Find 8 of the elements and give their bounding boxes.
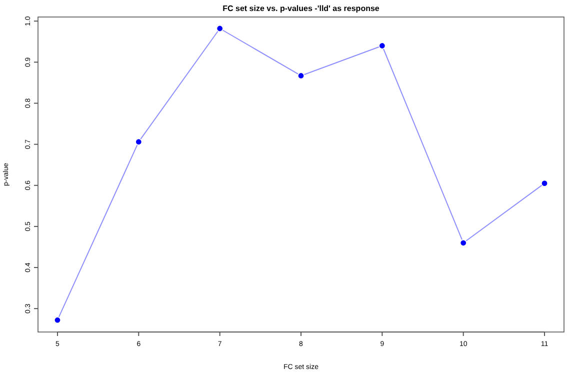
point [378, 42, 386, 50]
chart-title: FC set size vs. p-values -'lld' as response [222, 4, 380, 13]
point [216, 25, 224, 32]
point [298, 72, 304, 80]
point [135, 138, 142, 146]
point [460, 239, 467, 246]
point [541, 180, 548, 187]
point [54, 316, 61, 324]
